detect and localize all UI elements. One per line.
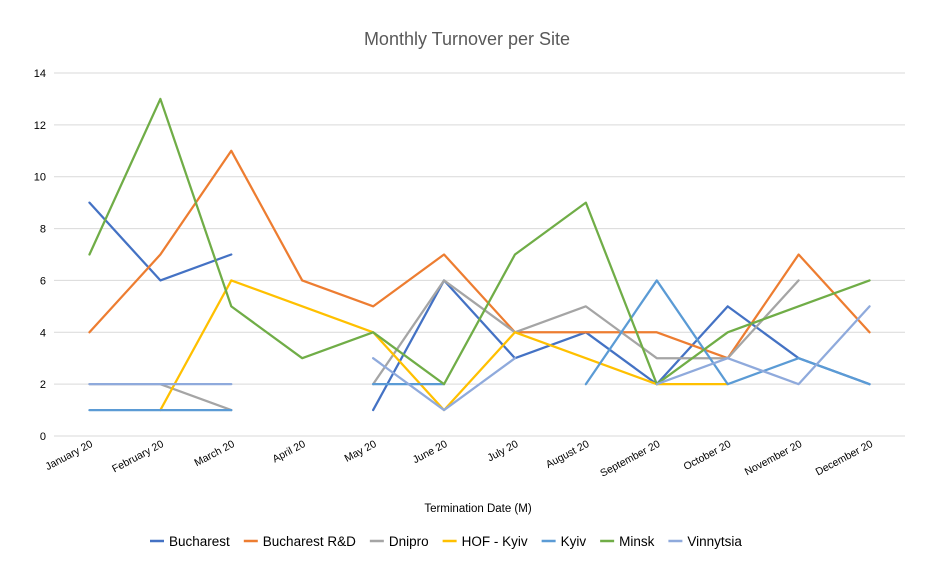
x-tick-label: May 20 (342, 438, 378, 465)
x-tick-label: November 20 (743, 438, 804, 478)
series-minsk (88, 97, 871, 386)
y-tick-label: 10 (34, 172, 46, 184)
x-tick-label: July 20 (485, 438, 520, 464)
legend-label: Vinnytsia (687, 534, 742, 549)
x-tick-label: March 20 (192, 438, 236, 469)
series-line-segment (88, 97, 871, 386)
series-bucharest-r-d (88, 149, 871, 360)
legend-label: Kyiv (561, 534, 587, 549)
legend-label: Bucharest (169, 534, 230, 549)
y-tick-label: 12 (34, 120, 46, 132)
x-tick-label: June 20 (411, 438, 450, 466)
x-tick-label: September 20 (598, 438, 662, 480)
series-line-segment (584, 279, 871, 386)
series-line-segment (372, 357, 517, 412)
series-line-segment (88, 383, 233, 412)
x-axis-ticks: January 20 February 20 March 20 April 20 May… (43, 438, 875, 480)
y-tick-label: 2 (40, 379, 46, 391)
series-vinnytsia (88, 305, 871, 412)
series-bucharest (88, 201, 871, 412)
gridlines (54, 72, 905, 437)
y-tick-label: 6 (40, 275, 46, 287)
x-tick-label: August 20 (544, 438, 592, 471)
chart-title: Monthly Turnover per Site (364, 29, 570, 49)
legend-label: Dnipro (389, 534, 429, 549)
y-tick-label: 14 (34, 68, 46, 80)
series-line-segment (372, 279, 871, 412)
series-line-segment (88, 201, 233, 282)
legend-label: HOF - Kyiv (462, 534, 528, 549)
x-tick-label: December 20 (814, 438, 875, 478)
legend: Bucharest Bucharest R&D Dnipro HOF - Kyiv Ky… (150, 534, 742, 549)
legend-label: Bucharest R&D (263, 534, 356, 549)
y-tick-label: 0 (40, 431, 46, 443)
legend-label: Minsk (619, 534, 655, 549)
x-axis-title: Termination Date (M) (424, 503, 532, 515)
series-line-segment (88, 149, 871, 360)
series-kyiv (88, 279, 871, 412)
x-tick-label: April 20 (271, 438, 308, 465)
y-tick-label: 8 (40, 224, 46, 236)
x-tick-label: January 20 (43, 438, 95, 473)
series-line-segment (655, 305, 871, 386)
y-tick-label: 4 (40, 327, 46, 339)
series-lines (88, 97, 871, 412)
x-tick-label: October 20 (682, 438, 734, 473)
x-tick-label: February 20 (110, 438, 166, 475)
y-axis-ticks: 0 2 4 6 8 10 12 14 (34, 68, 46, 443)
